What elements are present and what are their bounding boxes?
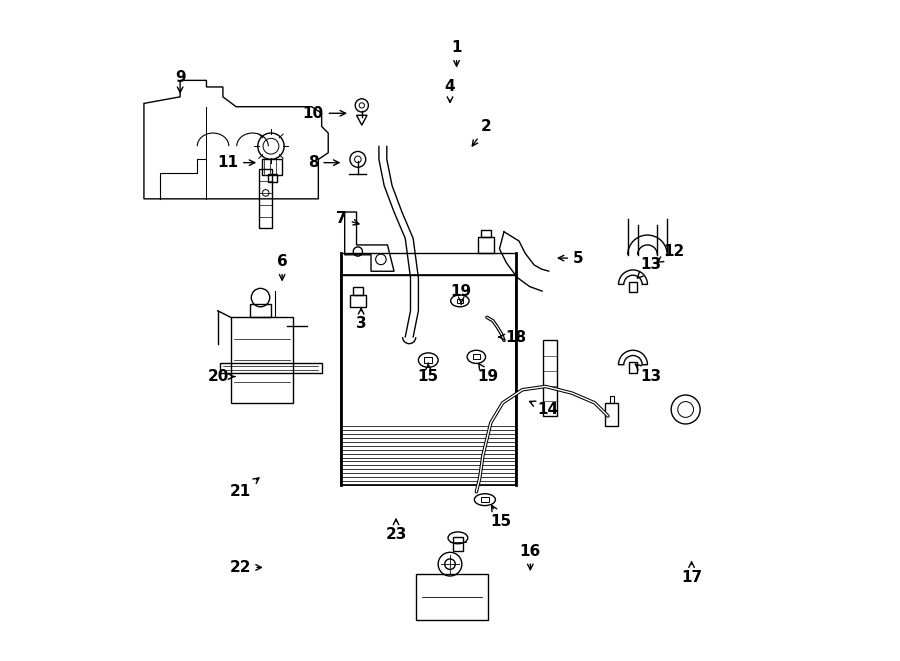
Text: 14: 14 <box>529 401 558 417</box>
Bar <box>605 403 617 426</box>
Text: 18: 18 <box>499 330 526 344</box>
Bar <box>353 287 363 295</box>
Text: 19: 19 <box>477 364 498 384</box>
Text: 5: 5 <box>558 251 584 266</box>
Text: 11: 11 <box>217 155 255 170</box>
Text: 3: 3 <box>356 309 366 331</box>
Bar <box>220 363 321 373</box>
Bar <box>481 497 489 502</box>
Text: 7: 7 <box>336 211 359 226</box>
Bar <box>416 574 488 620</box>
Text: 15: 15 <box>491 506 511 529</box>
Text: 20: 20 <box>208 369 235 384</box>
Bar <box>629 362 637 373</box>
Text: 12: 12 <box>658 244 684 262</box>
Bar <box>263 159 283 175</box>
Bar <box>473 354 480 359</box>
Bar <box>424 358 432 363</box>
Text: 4: 4 <box>445 79 455 102</box>
Text: 17: 17 <box>681 562 702 585</box>
Text: 10: 10 <box>302 106 346 121</box>
Text: 16: 16 <box>519 543 541 570</box>
Bar <box>341 274 516 485</box>
Bar <box>481 231 491 237</box>
Text: 8: 8 <box>308 155 339 170</box>
Bar <box>249 304 272 317</box>
Text: 21: 21 <box>230 478 259 499</box>
Text: 13: 13 <box>635 364 662 384</box>
Text: 2: 2 <box>472 119 491 146</box>
Bar <box>267 174 277 182</box>
Bar <box>478 237 494 253</box>
Text: 1: 1 <box>451 40 462 66</box>
Bar <box>610 397 614 403</box>
Bar <box>629 282 637 292</box>
Text: 6: 6 <box>277 254 287 280</box>
Bar <box>544 340 556 416</box>
Text: 9: 9 <box>175 69 185 93</box>
Bar <box>341 253 516 274</box>
Bar <box>350 295 365 307</box>
Bar <box>259 169 273 229</box>
Text: 15: 15 <box>418 364 439 384</box>
Text: 13: 13 <box>637 257 662 278</box>
Text: 22: 22 <box>230 560 261 575</box>
Bar <box>454 537 463 551</box>
Bar <box>456 299 464 303</box>
Text: 19: 19 <box>451 284 472 304</box>
Text: 23: 23 <box>385 519 407 542</box>
Bar <box>230 317 293 403</box>
